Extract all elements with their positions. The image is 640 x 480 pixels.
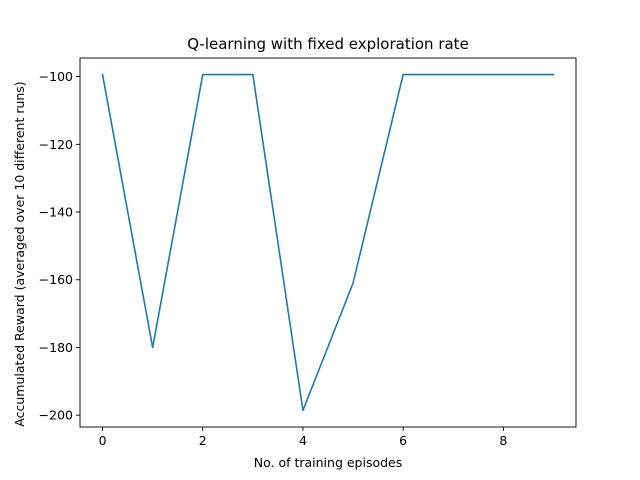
y-tick-label--160: −160	[39, 272, 73, 287]
y-axis-label: Accumulated Reward (averaged over 10 dif…	[12, 81, 27, 426]
y-tick-label--100: −100	[39, 69, 73, 84]
axes-frame	[79, 57, 577, 428]
y-tick-label--120: −120	[39, 137, 73, 152]
x-tick-label-0: 0	[99, 433, 107, 448]
series-line-0	[101, 73, 555, 412]
plot-area: 0 2 4 6 8 −200 −180 −160 −140 −120 −100	[39, 57, 577, 448]
x-tick-label-2: 2	[199, 433, 207, 448]
x-axis-label: No. of training episodes	[254, 455, 403, 470]
y-tick-label--140: −140	[39, 205, 73, 220]
x-tick-label-6: 6	[399, 433, 407, 448]
x-tick-label-4: 4	[299, 433, 307, 448]
x-tick-label-8: 8	[499, 433, 507, 448]
y-tick-label--180: −180	[39, 340, 73, 355]
y-tick-label--200: −200	[39, 408, 73, 423]
chart-title: Q-learning with fixed exploration rate	[187, 35, 469, 53]
